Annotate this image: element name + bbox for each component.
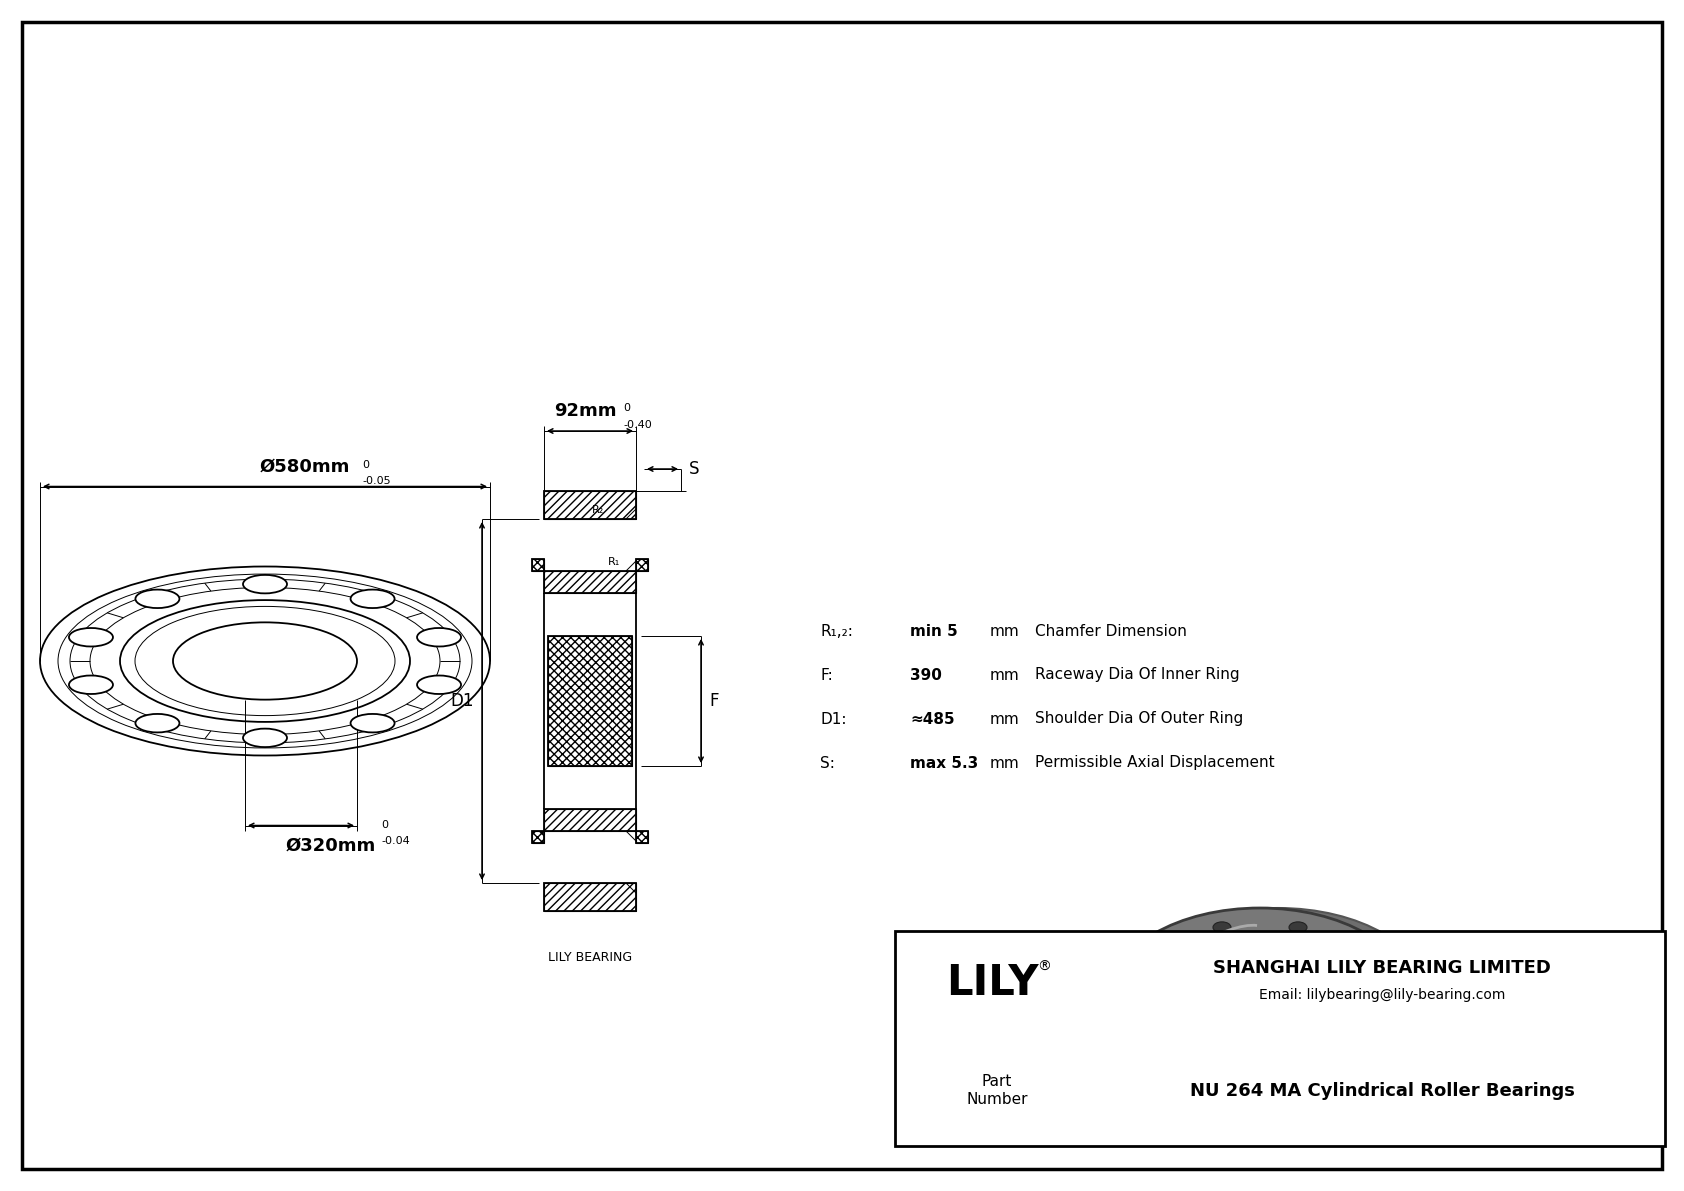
Text: F:: F: (820, 667, 834, 682)
Text: ®: ® (1037, 960, 1051, 974)
Ellipse shape (1128, 991, 1147, 1002)
Ellipse shape (418, 675, 461, 694)
Ellipse shape (1152, 948, 1169, 959)
Bar (637, 831, 648, 843)
Text: mm: mm (990, 624, 1021, 638)
Bar (544, 491, 637, 519)
Ellipse shape (1212, 1059, 1231, 1071)
Text: D1:: D1: (820, 711, 847, 727)
Bar (532, 831, 544, 843)
Text: D1: D1 (451, 692, 473, 710)
Ellipse shape (1351, 948, 1369, 959)
Text: R₁,₂:: R₁,₂: (820, 624, 852, 638)
Bar (544, 809, 637, 831)
Ellipse shape (350, 713, 394, 732)
Text: Ø580mm: Ø580mm (259, 457, 350, 475)
Text: Email: lilybearing@lily-bearing.com: Email: lilybearing@lily-bearing.com (1260, 989, 1505, 1002)
Ellipse shape (1212, 922, 1231, 933)
Bar (637, 559, 648, 570)
Ellipse shape (242, 729, 286, 747)
Text: F: F (709, 692, 719, 710)
Text: mm: mm (990, 755, 1021, 771)
Ellipse shape (350, 590, 394, 609)
Bar (544, 491, 637, 519)
Bar (547, 636, 632, 766)
Bar (544, 809, 637, 831)
Ellipse shape (1128, 908, 1428, 1084)
Text: Part
Number: Part Number (967, 1074, 1027, 1106)
Ellipse shape (69, 628, 113, 647)
Bar (544, 883, 637, 911)
Ellipse shape (1177, 948, 1342, 1045)
Text: 92mm: 92mm (554, 403, 616, 420)
Ellipse shape (1374, 991, 1393, 1002)
Text: mm: mm (990, 711, 1021, 727)
Bar (637, 831, 648, 843)
Ellipse shape (1110, 908, 1410, 1084)
Text: min 5: min 5 (909, 624, 958, 638)
Ellipse shape (1288, 1059, 1307, 1071)
Text: Chamfer Dimension: Chamfer Dimension (1036, 624, 1187, 638)
Bar (544, 883, 637, 911)
Text: -0.04: -0.04 (381, 836, 409, 847)
Text: S: S (689, 460, 699, 478)
Ellipse shape (69, 675, 113, 694)
Text: Shoulder Dia Of Outer Ring: Shoulder Dia Of Outer Ring (1036, 711, 1243, 727)
Text: Raceway Dia Of Inner Ring: Raceway Dia Of Inner Ring (1036, 667, 1239, 682)
Text: Permissible Axial Displacement: Permissible Axial Displacement (1036, 755, 1275, 771)
Text: NU 264 MA Cylindrical Roller Bearings: NU 264 MA Cylindrical Roller Bearings (1189, 1081, 1575, 1099)
Ellipse shape (418, 628, 461, 647)
Text: R₁: R₁ (608, 557, 620, 567)
Ellipse shape (1351, 1033, 1369, 1045)
Bar (547, 636, 632, 766)
Text: max 5.3: max 5.3 (909, 755, 978, 771)
Text: mm: mm (990, 667, 1021, 682)
Text: SHANGHAI LILY BEARING LIMITED: SHANGHAI LILY BEARING LIMITED (1212, 959, 1551, 977)
Text: LILY BEARING: LILY BEARING (547, 950, 632, 964)
Ellipse shape (1288, 922, 1307, 933)
Bar (532, 559, 544, 570)
Text: R₂: R₂ (593, 505, 605, 515)
Bar (544, 570, 637, 593)
Bar (544, 570, 637, 593)
Text: -0.05: -0.05 (362, 475, 391, 486)
Bar (637, 559, 648, 570)
Text: -0.40: -0.40 (623, 420, 652, 430)
Bar (532, 831, 544, 843)
Text: Ø320mm: Ø320mm (286, 836, 376, 854)
Text: 0: 0 (623, 403, 630, 413)
Text: S:: S: (820, 755, 835, 771)
Text: 0: 0 (362, 460, 369, 469)
Ellipse shape (135, 713, 180, 732)
Text: ≈485: ≈485 (909, 711, 955, 727)
Text: 390: 390 (909, 667, 941, 682)
Ellipse shape (135, 590, 180, 609)
Text: LILY: LILY (946, 962, 1039, 1004)
Ellipse shape (1152, 1033, 1169, 1045)
Bar (532, 559, 544, 570)
Text: 0: 0 (381, 821, 387, 830)
Ellipse shape (242, 575, 286, 593)
Bar (894, 931, 1665, 1146)
